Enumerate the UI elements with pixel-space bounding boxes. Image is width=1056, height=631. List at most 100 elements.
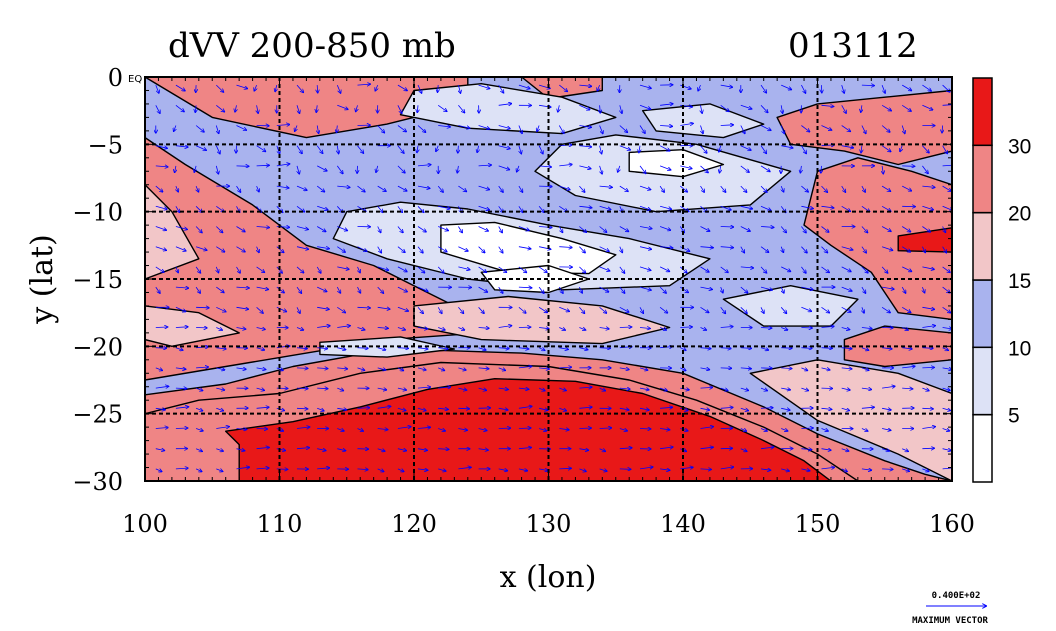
vector-arrow: [377, 125, 385, 133]
vector-arrow: [821, 467, 835, 469]
vector-arrow: [821, 429, 829, 432]
vector-arrow: [518, 247, 531, 249]
vector-arrow: [438, 408, 448, 409]
vector-arrow: [478, 185, 490, 189]
vector-arrow: [922, 469, 928, 472]
vector-arrow: [599, 226, 607, 233]
vector-arrow: [276, 125, 290, 126]
vector-arrow: [276, 306, 287, 311]
vector-arrow: [922, 408, 933, 409]
vector-arrow: [760, 328, 772, 329]
y-tick-label: −5: [88, 131, 123, 159]
vector-arrow: [397, 427, 411, 429]
vector-arrow: [559, 408, 566, 410]
y-tick-label: −15: [72, 266, 123, 294]
vector-arrow: [639, 185, 651, 190]
vector-arrow: [680, 205, 688, 211]
vector-arrow: [861, 85, 874, 86]
vector-arrow: [780, 125, 784, 134]
vector-arrow: [437, 307, 442, 313]
vector-arrow: [659, 226, 670, 231]
vector-arrow: [821, 368, 830, 370]
vector-arrow: [801, 145, 806, 154]
vector-arrow: [639, 125, 645, 134]
vector-arrow: [498, 388, 508, 389]
vector-arrow: [175, 246, 186, 251]
vector-arrow: [397, 469, 404, 472]
vector-arrow: [216, 246, 224, 252]
vector-arrow: [801, 286, 812, 290]
vector-arrow: [801, 388, 808, 390]
vector-arrow: [942, 429, 950, 431]
vector-arrow: [337, 326, 350, 328]
vector-arrow: [861, 266, 868, 273]
vector-arrow: [296, 205, 304, 212]
vector-arrow: [639, 286, 651, 290]
vector-arrow: [780, 226, 786, 233]
vector-arrow: [620, 246, 623, 253]
vector-arrow: [357, 307, 371, 308]
vector-arrow: [881, 145, 891, 152]
vector-arrow: [942, 266, 950, 273]
vector-arrow: [256, 145, 266, 152]
shaded-region-23: [480, 264, 590, 294]
vector-arrow: [518, 448, 531, 449]
vector-arrow: [397, 165, 405, 173]
vector-arrow: [539, 166, 551, 167]
vector-arrow: [620, 105, 622, 113]
vector-arrow: [518, 206, 523, 212]
vector-arrow: [316, 266, 321, 273]
y-axis-label: y (lat): [25, 234, 60, 324]
vector-arrow: [760, 165, 770, 172]
vector-arrow: [518, 125, 522, 134]
vector-arrow: [740, 125, 745, 134]
vector-arrow: [801, 328, 812, 329]
vector-arrow: [498, 104, 512, 106]
vector-arrow: [357, 408, 370, 409]
vector-arrow: [357, 205, 366, 211]
vector-arrow: [760, 125, 771, 131]
colorbar-label: 20: [1008, 203, 1031, 226]
date-label: 013112: [788, 26, 918, 66]
vector-arrow: [760, 266, 767, 273]
vector-arrow: [740, 348, 752, 349]
vector-arrow: [740, 246, 745, 253]
vector-arrow: [235, 105, 237, 112]
vector-arrow: [337, 145, 338, 154]
vector-arrow: [801, 348, 811, 349]
colorbar-label: 15: [1008, 270, 1031, 293]
vector-arrow: [377, 429, 388, 430]
vector-arrow: [458, 105, 464, 112]
max-vector-label: MAXIMUM VECTOR: [912, 616, 988, 626]
vector-arrow: [236, 449, 245, 451]
vector-arrow: [760, 246, 769, 253]
vector-arrow: [700, 165, 709, 173]
vector-arrow: [296, 368, 308, 369]
vector-arrow: [901, 125, 905, 134]
vector-arrow: [902, 348, 912, 349]
vector-arrow: [518, 406, 532, 408]
vector-arrow: [882, 348, 892, 349]
vector-arrow: [195, 408, 202, 411]
vector-arrow: [397, 388, 406, 390]
vector-arrow: [397, 328, 405, 330]
vector-arrow: [660, 407, 672, 408]
vector-arrow: [397, 84, 407, 90]
vector-arrow: [922, 165, 928, 174]
vector-arrow: [276, 145, 280, 154]
vector-arrow: [498, 286, 503, 293]
vector-arrow: [942, 468, 952, 469]
vector-arrow: [740, 226, 750, 232]
vector-arrow: [397, 125, 406, 132]
vector-arrow: [720, 327, 733, 328]
colorbar: 5 10 15 20 30: [972, 77, 1031, 483]
vector-arrow: [175, 327, 188, 328]
vector-arrow: [377, 266, 389, 270]
vector-arrow: [195, 246, 207, 251]
vector-arrow: [922, 326, 935, 328]
vector-arrow: [256, 165, 270, 166]
vector-arrow: [175, 104, 184, 111]
colorbar-bin-1: [972, 346, 993, 416]
shaded-region-19: [722, 285, 859, 327]
vector-arrow: [458, 408, 469, 409]
